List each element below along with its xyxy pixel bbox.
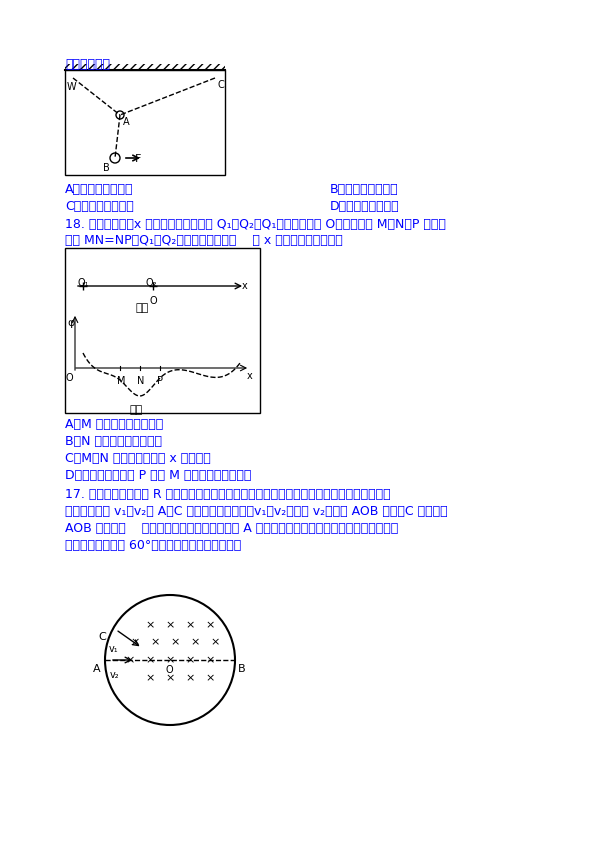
Text: x: x: [247, 371, 253, 381]
Text: A: A: [123, 117, 130, 127]
Text: ×: ×: [185, 620, 195, 630]
Text: B．N 点电场强度大小为零: B．N 点电场强度大小为零: [65, 435, 162, 448]
Text: Q₂: Q₂: [145, 278, 156, 288]
Text: ×: ×: [165, 655, 175, 665]
Text: v₂: v₂: [110, 670, 120, 680]
Text: ×: ×: [190, 637, 200, 647]
Text: B: B: [238, 664, 246, 674]
Text: 子分别以速度 v₁、v₂从 A、C 两点同时射入磁场；v₁、v₂平行且 v₂沿直径 AOB 方向，C 点与直径: 子分别以速度 v₁、v₂从 A、C 两点同时射入磁场；v₁、v₂平行且 v₂沿直…: [65, 505, 447, 518]
Text: 度方向间的夹角为 60°，不计粒子受到的重力；则: 度方向间的夹角为 60°，不计粒子受到的重力；则: [65, 539, 241, 552]
Text: B．乙变大，乙不变: B．乙变大，乙不变: [330, 183, 399, 196]
Text: C．M、N 之间电场方向沿 x 轴负方向: C．M、N 之间电场方向沿 x 轴负方向: [65, 452, 211, 465]
Text: C: C: [99, 632, 107, 642]
Text: 图甲: 图甲: [135, 303, 148, 313]
Text: ×: ×: [130, 637, 140, 647]
Text: ×: ×: [205, 673, 215, 683]
Text: P: P: [157, 376, 163, 386]
Bar: [65, 70, 225, 175]
Text: ×: ×: [145, 620, 155, 630]
Text: 间距 MN=NP，Q₁、Q₂在轴上产生的电势    随 x 变化关系如图乙，则: 间距 MN=NP，Q₁、Q₂在轴上产生的电势 随 x 变化关系如图乙，则: [65, 234, 343, 247]
Text: ×: ×: [145, 673, 155, 683]
Text: D．一正试探电荷从 P 移到 M 过程中，电场力做功: D．一正试探电荷从 P 移到 M 过程中，电场力做功: [65, 469, 251, 482]
Text: x: x: [242, 281, 248, 291]
Bar: [65, 248, 260, 413]
Text: D．乙不变，乙变大: D．乙不变，乙变大: [330, 200, 400, 213]
Text: C: C: [217, 80, 224, 90]
Text: 的变化情况是: 的变化情况是: [65, 58, 110, 71]
Text: ×: ×: [165, 673, 175, 683]
Text: ×: ×: [126, 655, 134, 665]
Text: ×: ×: [205, 655, 215, 665]
Text: B: B: [103, 163, 109, 173]
Text: v₁: v₁: [109, 643, 118, 653]
Text: 图乙: 图乙: [130, 405, 143, 415]
Text: N: N: [137, 376, 145, 386]
Text: φ: φ: [67, 318, 74, 328]
Text: 18. 如图甲所示，x 轴上固定两个点电荷 Q₁、Q₂（Q₁位于坐标原点 O），其上有 M、N、P 三点，: 18. 如图甲所示，x 轴上固定两个点电荷 Q₁、Q₂（Q₁位于坐标原点 O），…: [65, 218, 446, 231]
Text: Q₁: Q₁: [77, 278, 89, 288]
Text: O: O: [150, 296, 158, 306]
Text: A．乙变大，乙减小: A．乙变大，乙减小: [65, 183, 133, 196]
Text: ×: ×: [170, 637, 180, 647]
Text: W: W: [67, 82, 77, 92]
Text: A: A: [93, 664, 101, 674]
Bar: [65, 64, 225, 70]
Text: O: O: [65, 373, 73, 383]
Text: ×: ×: [151, 637, 159, 647]
Text: ×: ×: [210, 637, 220, 647]
Text: O: O: [166, 665, 174, 675]
Text: ×: ×: [165, 620, 175, 630]
Text: ×: ×: [145, 655, 155, 665]
Text: ×: ×: [185, 655, 195, 665]
Text: ×: ×: [205, 620, 215, 630]
Text: A．M 点电场强度大小为零: A．M 点电场强度大小为零: [65, 418, 163, 431]
Text: M: M: [117, 376, 126, 386]
Text: ×: ×: [185, 673, 195, 683]
Text: F: F: [135, 154, 142, 164]
Text: 17. 如图所示，半径为 R 的圆形区域内存在垂直于纸面向里的匀强磁场，两个相同的带正电粒: 17. 如图所示，半径为 R 的圆形区域内存在垂直于纸面向里的匀强磁场，两个相同…: [65, 488, 391, 501]
Text: AOB 的距离为    ，两粒子同时从磁场射出，从 A 点射入的粒子射出磁场时的速度方向与初速: AOB 的距离为 ，两粒子同时从磁场射出，从 A 点射入的粒子射出磁场时的速度方…: [65, 522, 398, 535]
Text: C．乙减小，乙变大: C．乙减小，乙变大: [65, 200, 134, 213]
